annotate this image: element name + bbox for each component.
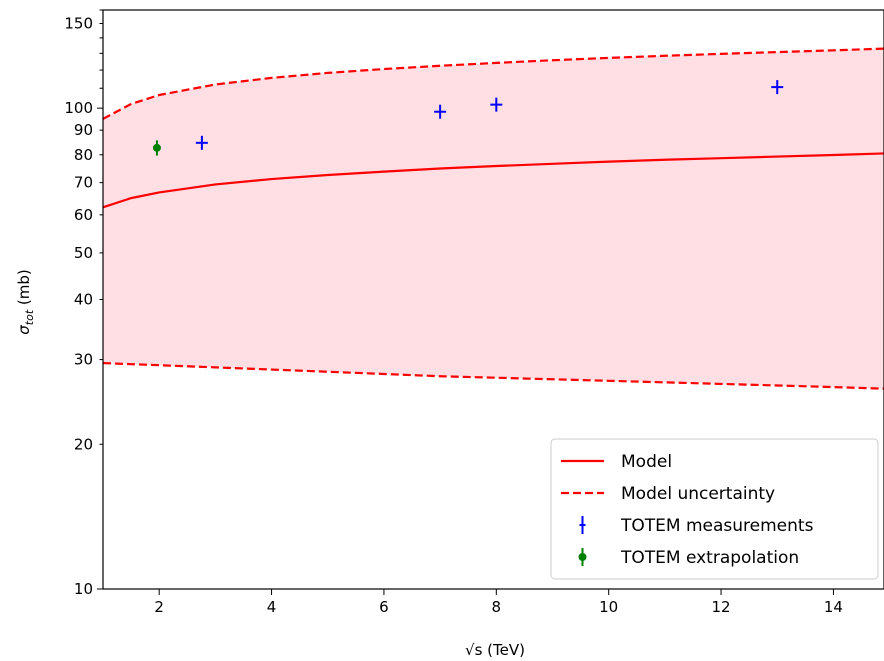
totem-measurement-point bbox=[434, 104, 447, 119]
y-tick-label: 150 bbox=[64, 14, 93, 32]
y-tick-label: 40 bbox=[74, 291, 93, 309]
y-tick-label: 50 bbox=[74, 244, 93, 262]
y-tick-label: 30 bbox=[74, 351, 93, 369]
y-axis: 10 20 30 40 50 60 70 80 90 100 150 bbox=[64, 9, 103, 598]
legend-label: Model bbox=[621, 452, 672, 472]
legend-item: Model uncertainty bbox=[561, 484, 775, 504]
legend-item: TOTEM extrapolation bbox=[578, 548, 799, 568]
x-tick-label: 2 bbox=[154, 598, 164, 616]
y-axis-label: σtot (mb) bbox=[15, 269, 36, 334]
totem-measurement-point bbox=[771, 80, 784, 95]
totem-extrapolation-point bbox=[152, 140, 161, 156]
x-axis: 2 4 6 8 10 12 14 bbox=[154, 589, 843, 616]
uncertainty-lower-line bbox=[103, 361, 884, 390]
totem-measurement-point bbox=[195, 135, 208, 150]
legend-box bbox=[550, 438, 879, 580]
legend-swatch bbox=[579, 516, 586, 534]
x-tick-label: 8 bbox=[492, 598, 502, 616]
x-tick-label: 6 bbox=[379, 598, 389, 616]
y-tick-label: 90 bbox=[74, 121, 93, 139]
x-tick-label: 4 bbox=[267, 598, 277, 616]
y-tick-label: 10 bbox=[74, 580, 93, 598]
y-tick-label: 60 bbox=[74, 206, 93, 224]
uncertainty-band bbox=[103, 48, 884, 389]
model-line bbox=[103, 152, 884, 209]
legend-label: Model uncertainty bbox=[621, 484, 775, 504]
x-tick-label: 14 bbox=[824, 598, 843, 616]
legend-label: TOTEM extrapolation bbox=[620, 548, 799, 568]
legend-label: TOTEM measurements bbox=[620, 516, 814, 536]
y-label-unit: (mb) bbox=[15, 269, 33, 310]
y-tick-label: 100 bbox=[64, 99, 93, 117]
y-label-subscript: tot bbox=[23, 309, 36, 325]
y-tick-label: 70 bbox=[74, 174, 93, 192]
x-axis-label: √s (TeV) bbox=[465, 641, 525, 659]
legend-item: Model bbox=[561, 452, 672, 472]
legend-swatch bbox=[578, 548, 587, 566]
uncertainty-upper-line bbox=[103, 47, 884, 120]
x-tick-label: 10 bbox=[599, 598, 618, 616]
legend-item: TOTEM measurements bbox=[579, 516, 814, 536]
legend: Model Model uncertainty TOTEM measurements… bbox=[550, 438, 879, 580]
totem-measurement-point bbox=[490, 97, 503, 112]
y-tick-label: 20 bbox=[74, 435, 93, 453]
y-label-symbol: σ bbox=[15, 325, 33, 335]
x-tick-label: 12 bbox=[712, 598, 731, 616]
y-tick-label: 80 bbox=[74, 146, 93, 164]
